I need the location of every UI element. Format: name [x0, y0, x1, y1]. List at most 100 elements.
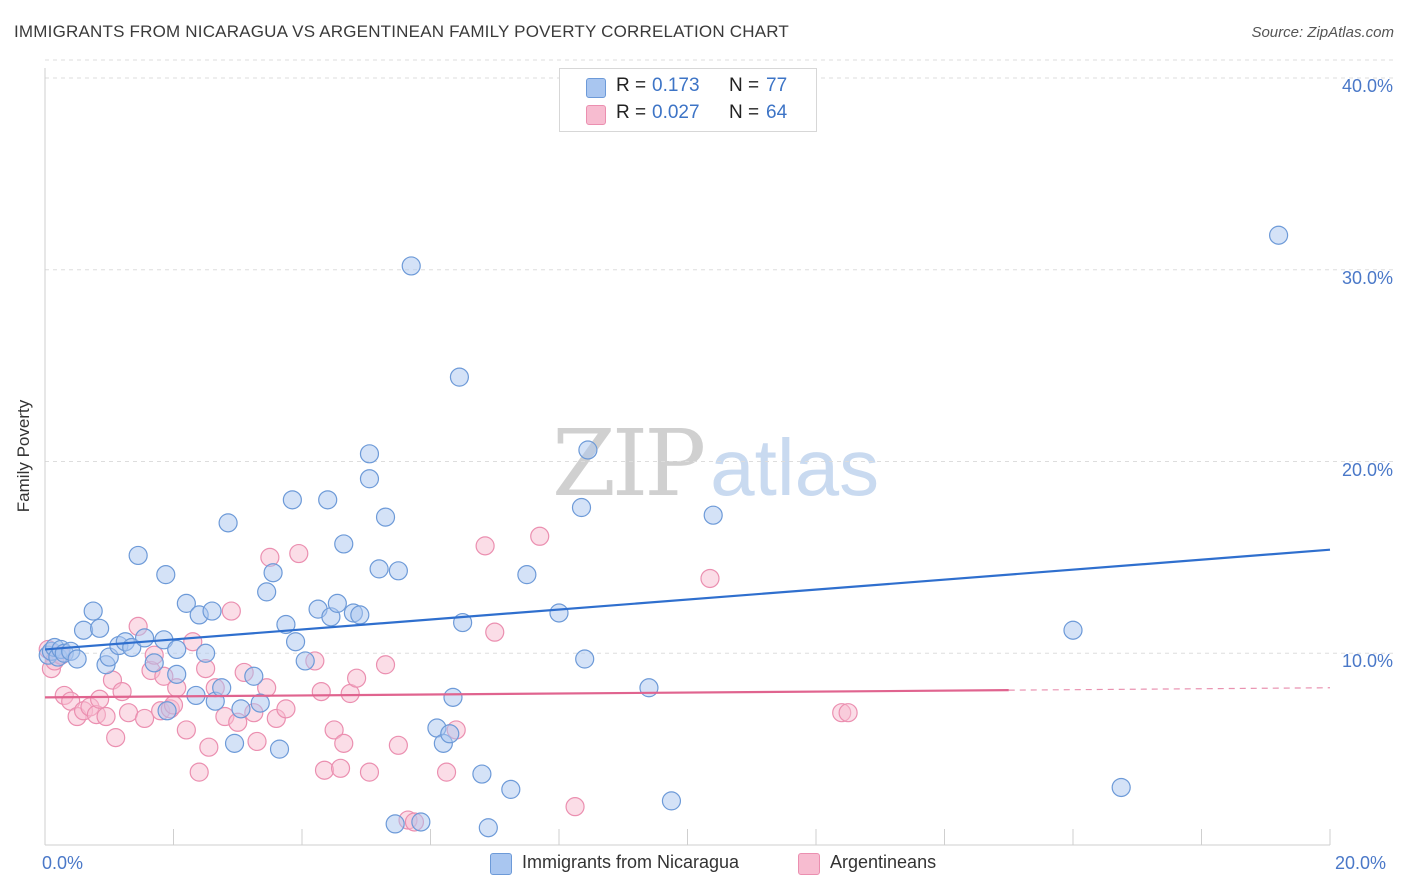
nicaragua-point	[501, 779, 521, 799]
argentineans-point	[565, 797, 585, 817]
nicaragua-point	[90, 618, 110, 638]
nicaragua-point	[401, 256, 421, 276]
nicaragua-points	[38, 225, 1289, 838]
nicaragua-point	[369, 559, 389, 579]
nicaragua-point	[575, 649, 595, 669]
argentineans-point	[106, 728, 126, 748]
chart-title: IMMIGRANTS FROM NICARAGUA VS ARGENTINEAN…	[14, 22, 790, 41]
n-label: N =	[729, 102, 760, 123]
argentineans-point	[189, 762, 209, 782]
nicaragua-point	[218, 513, 238, 533]
watermark-atlas: atlas	[710, 423, 880, 512]
argentineans-point	[289, 543, 309, 564]
nicaragua-point	[250, 693, 270, 713]
nicaragua-point	[295, 651, 315, 671]
nicaragua-point	[661, 791, 682, 811]
nicaragua-point	[128, 545, 148, 566]
nicaragua-point	[157, 701, 177, 721]
y-tick-label: 40.0%	[1341, 76, 1393, 96]
argentineans-point	[134, 708, 155, 729]
nicaragua-point	[327, 593, 347, 613]
nicaragua-point	[269, 739, 290, 759]
nicaragua-point	[375, 507, 396, 527]
nicaragua-point	[449, 367, 470, 387]
argentineans-point	[199, 737, 219, 757]
nicaragua-point	[318, 490, 338, 510]
nicaragua-swatch	[586, 78, 606, 98]
nicaragua-point	[440, 724, 460, 744]
argentineans-point	[475, 536, 495, 556]
trend-lines	[44, 548, 1331, 699]
argentineans-point	[96, 706, 116, 727]
argentineans-point	[314, 760, 335, 780]
nicaragua-point	[202, 601, 222, 621]
y-tick-label: 10.0%	[1341, 651, 1393, 672]
nicaragua-point	[571, 497, 592, 518]
nicaragua-point	[578, 440, 598, 460]
n-value: 64	[766, 102, 788, 123]
nicaragua-point	[472, 764, 492, 784]
nicaragua-point	[359, 469, 380, 489]
r-label: R =	[616, 75, 647, 96]
nicaragua-point	[167, 664, 187, 684]
nicaragua-point	[478, 818, 498, 838]
nicaragua-point	[388, 561, 408, 581]
n-label: N =	[729, 75, 760, 96]
axes	[44, 68, 1331, 846]
nicaragua-point	[73, 620, 94, 640]
argentineans-point	[359, 762, 380, 782]
nicaragua-point	[156, 565, 176, 585]
grid-lines	[45, 59, 1395, 654]
legend-swatch-nicaragua	[490, 853, 512, 875]
x-tick-label-max: 20.0%	[1335, 853, 1387, 873]
legend-label-nicaragua: Immigrants from Nicaragua	[522, 852, 740, 872]
argentineans-point	[485, 622, 505, 642]
argentineans-point	[330, 758, 351, 778]
nicaragua-point	[224, 733, 245, 753]
argentineans-point	[838, 703, 858, 723]
y-tick-label: 20.0%	[1341, 459, 1393, 480]
argentineans-point	[334, 733, 354, 753]
nicaragua-point	[212, 678, 232, 698]
nicaragua-point	[703, 505, 723, 525]
nicaragua-point	[134, 628, 155, 648]
argentineans-point	[375, 655, 396, 675]
nicaragua-point	[334, 534, 354, 554]
stats-legend-box: R = 0.173 N = 77 R = 0.027 N = 64	[559, 68, 817, 132]
nicaragua-point	[263, 563, 283, 583]
nicaragua-point	[639, 678, 659, 698]
nicaragua-point	[144, 653, 164, 673]
nicaragua-point	[350, 605, 370, 625]
nicaragua-point	[67, 649, 87, 669]
nicaragua-point	[83, 601, 103, 621]
nicaragua-point	[517, 565, 537, 585]
legend-item-argentineans[interactable]: Argentineans	[798, 852, 968, 876]
legend-label-argentineans: Argentineans	[830, 852, 937, 872]
argentineans-point	[388, 735, 408, 755]
argentineans-point	[221, 601, 241, 621]
r-value: 0.027	[652, 102, 700, 123]
legend-item-nicaragua[interactable]: Immigrants from Nicaragua	[490, 852, 780, 876]
legend-swatch-argentineans	[798, 853, 820, 875]
argentineans-point	[347, 668, 367, 688]
nicaragua-point	[167, 639, 187, 660]
nicaragua-point	[285, 632, 306, 652]
argentineans-points	[38, 526, 858, 832]
nicaragua-point	[1111, 777, 1131, 798]
nicaragua-point	[359, 444, 380, 464]
nicaragua-point	[443, 687, 463, 707]
nicaragua-point	[257, 582, 277, 602]
nicaragua-point	[1268, 225, 1289, 245]
argentineans-point	[247, 731, 267, 752]
nicaragua-point	[276, 614, 296, 635]
argentineans-point	[90, 689, 110, 709]
chart-source: Source: ZipAtlas.com	[1251, 24, 1394, 41]
y-axis-label: Family Poverty	[14, 399, 33, 513]
y-tick-label: 30.0%	[1341, 267, 1393, 288]
argentineans-swatch	[586, 105, 606, 125]
argentineans-trend-extension	[1008, 687, 1331, 691]
nicaragua-point	[1063, 620, 1083, 640]
nicaragua-point	[244, 666, 264, 686]
argentineans-point	[324, 720, 344, 740]
